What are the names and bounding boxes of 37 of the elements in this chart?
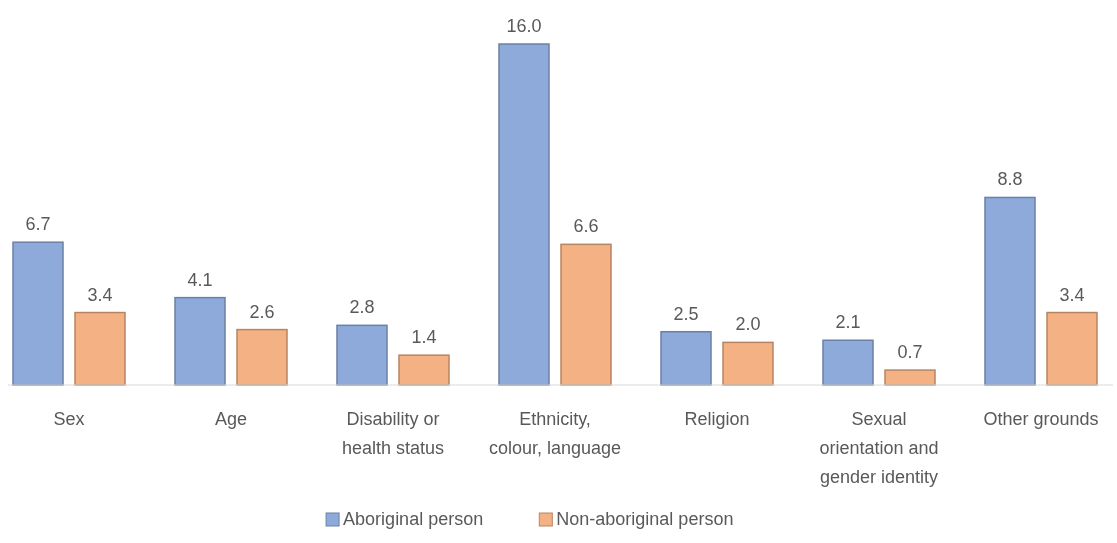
bar (336, 324, 388, 386)
x-tick-label: Disability or health status (341, 409, 445, 458)
data-label: 6.6 (573, 216, 599, 237)
data-label: 3.4 (87, 284, 113, 305)
bar (722, 341, 774, 386)
bar (236, 328, 288, 386)
x-tick-label: Sex (53, 409, 85, 429)
bar (884, 369, 936, 386)
bar (398, 354, 450, 386)
data-label: 16.0 (506, 16, 542, 36)
bar (560, 243, 612, 386)
bar (174, 296, 226, 386)
data-label: 8.8 (997, 169, 1023, 190)
data-label: 2.1 (835, 312, 861, 333)
x-tick-label: Age (214, 409, 248, 429)
data-label: 3.4 (1059, 284, 1085, 305)
data-label: 2.5 (673, 303, 699, 324)
x-tick-label: Sexual orientation and gender identity (819, 409, 939, 487)
data-label: 2.0 (735, 314, 761, 335)
data-label: 6.7 (25, 214, 51, 235)
data-label: 2.8 (349, 297, 375, 318)
data-label: 4.1 (187, 269, 213, 290)
data-label: 1.4 (411, 327, 437, 348)
x-tick-label: Other grounds (983, 409, 1099, 429)
data-label: 0.7 (897, 342, 923, 363)
bar (74, 311, 126, 386)
bar (1046, 311, 1098, 386)
x-tick-label: Religion (684, 409, 750, 429)
x-tick-label: Ethnicity, colour, language (488, 409, 622, 458)
data-label: 2.6 (249, 301, 275, 322)
bar (984, 196, 1036, 386)
bar (12, 241, 64, 386)
legend-label: Aboriginal person (343, 509, 484, 529)
bar (660, 330, 712, 386)
bar (498, 43, 550, 386)
legend-label: Non-aboriginal person (556, 509, 734, 529)
bar (822, 339, 874, 386)
